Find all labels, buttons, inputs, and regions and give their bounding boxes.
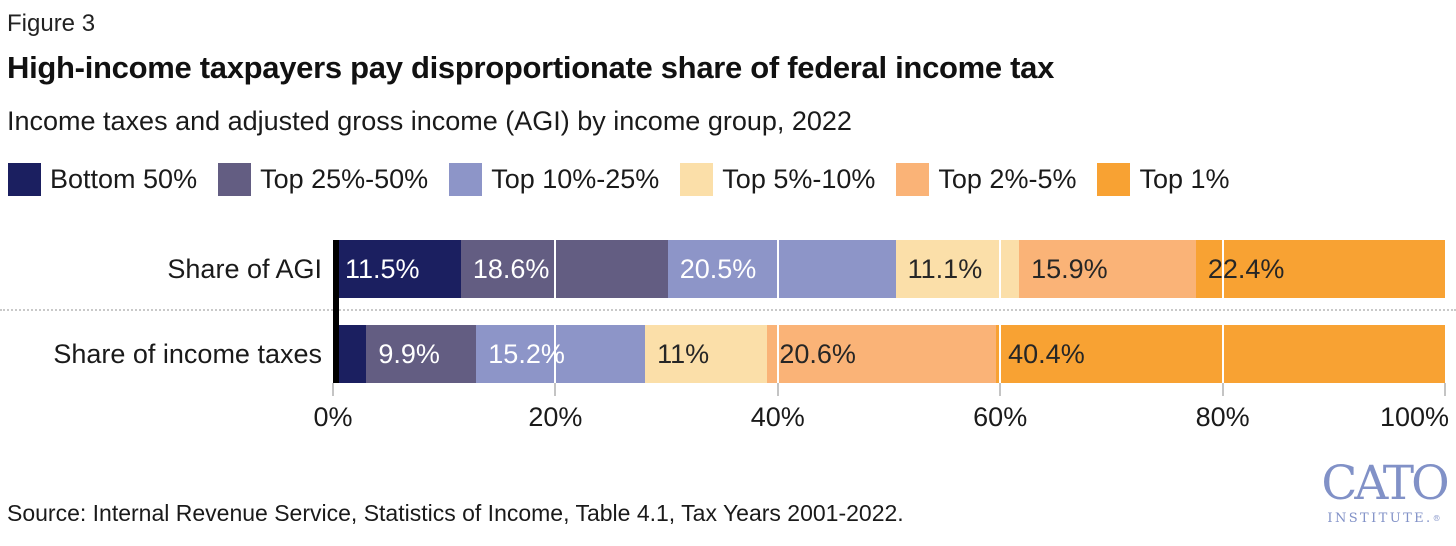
legend-swatch xyxy=(449,163,483,196)
bar-segment: 9.9% xyxy=(366,325,477,383)
bar-segment-value-label: 18.6% xyxy=(472,254,550,284)
stacked-bar-row: 9.9% 15.2% 11% 20.6% 40.4% xyxy=(333,325,1445,383)
bar-segment: 40.4% xyxy=(996,325,1445,383)
bar-segment: 20.5% xyxy=(667,240,896,298)
y-axis-spine xyxy=(333,240,339,383)
bar-segment-value-label: 11.1% xyxy=(907,254,983,284)
x-axis-tick-label: 60% xyxy=(973,402,1028,432)
bar-segment-value-label: 11.5% xyxy=(345,254,420,284)
x-axis-tick xyxy=(1444,383,1446,396)
gridline-over-bar xyxy=(1221,325,1224,383)
bar-segment: 11.1% xyxy=(895,240,1020,298)
legend-swatch xyxy=(218,163,252,196)
x-axis-tick-label: 0% xyxy=(313,402,353,432)
bar-segment: 15.2% xyxy=(476,325,646,383)
logo-wordmark: CATO xyxy=(1321,456,1449,511)
x-axis-tick xyxy=(776,383,779,396)
x-axis-tick xyxy=(332,383,334,396)
x-axis-tick xyxy=(999,383,1002,396)
bar-segment-value-label: 11% xyxy=(657,339,710,369)
registered-mark: ® xyxy=(1432,514,1441,523)
chart-title: High-income taxpayers pay disproportiona… xyxy=(7,50,1055,85)
bar-segment: 18.6% xyxy=(460,240,668,298)
bar-segment: 11.5% xyxy=(333,240,461,298)
bar-segment-value-label: 20.5% xyxy=(679,254,757,284)
gridline-over-bar xyxy=(776,325,779,383)
cato-institute-logo: CATO INSTITUTE.® xyxy=(1318,456,1450,527)
legend-item: Top 2%-5% xyxy=(896,163,1076,196)
x-axis-tick-label: 20% xyxy=(528,402,583,432)
legend-item: Bottom 50% xyxy=(8,163,197,196)
figure-label: Figure 3 xyxy=(7,10,96,37)
gridline-over-bar xyxy=(999,240,1002,298)
bar-segment-value-label: 15.2% xyxy=(488,339,565,369)
legend-swatch xyxy=(8,163,41,196)
legend-label: Bottom 50% xyxy=(50,164,198,194)
legend-item: Top 10%-25% xyxy=(449,163,659,196)
bar-segment: 15.9% xyxy=(1019,240,1196,298)
gridline-over-bar xyxy=(776,240,779,298)
legend-item: Top 5%-10% xyxy=(680,163,875,196)
legend-label: Top 10%-25% xyxy=(491,164,660,194)
row-separator-dotted-line xyxy=(0,309,1456,311)
gridline-over-bar xyxy=(554,325,557,383)
row-label: Share of income taxes xyxy=(53,339,322,369)
gridline-over-bar xyxy=(1221,240,1224,298)
bar-segment-value-label: 22.4% xyxy=(1207,254,1285,284)
x-axis-tick xyxy=(554,383,557,396)
legend-label: Top 25%-50% xyxy=(260,164,429,194)
gridline-over-bar xyxy=(554,240,557,298)
source-note: Source: Internal Revenue Service, Statis… xyxy=(7,500,904,526)
legend-swatch xyxy=(1097,163,1131,196)
bar-segment: 20.6% xyxy=(767,325,997,383)
bar-segment-value-label: 20.6% xyxy=(779,339,856,369)
chart-subtitle: Income taxes and adjusted gross income (… xyxy=(7,106,852,136)
bar-segment: 11% xyxy=(645,325,768,383)
bar-segment: 22.4% xyxy=(1195,240,1445,298)
gridline-over-bar xyxy=(999,325,1002,383)
x-axis-tick-label: 100% xyxy=(1379,402,1449,432)
stacked-bar-row: 11.5% 18.6% 20.5% 11.1% 15.9% 22.4% xyxy=(333,240,1445,298)
logo-subtext: INSTITUTE.® xyxy=(1327,511,1441,526)
legend-label: Top 1% xyxy=(1139,164,1230,194)
bar-segment-value-label: 40.4% xyxy=(1008,339,1085,369)
x-axis-tick-label: 40% xyxy=(750,402,805,432)
x-axis-tick xyxy=(1221,383,1224,396)
legend-item: Top 1% xyxy=(1097,163,1230,196)
legend-item: Top 25%-50% xyxy=(218,163,428,196)
bar-segment-value-label: 9.9% xyxy=(378,339,440,369)
legend-label: Top 5%-10% xyxy=(722,164,876,194)
row-label: Share of AGI xyxy=(167,254,322,284)
x-axis-tick-label: 80% xyxy=(1195,402,1250,432)
legend: Bottom 50% Top 25%-50% Top 10%-25% Top 5%-1… xyxy=(8,163,1230,196)
legend-swatch xyxy=(896,163,930,196)
bar-segment-value-label: 15.9% xyxy=(1031,254,1108,284)
legend-label: Top 2%-5% xyxy=(938,164,1077,194)
legend-swatch xyxy=(680,163,714,196)
